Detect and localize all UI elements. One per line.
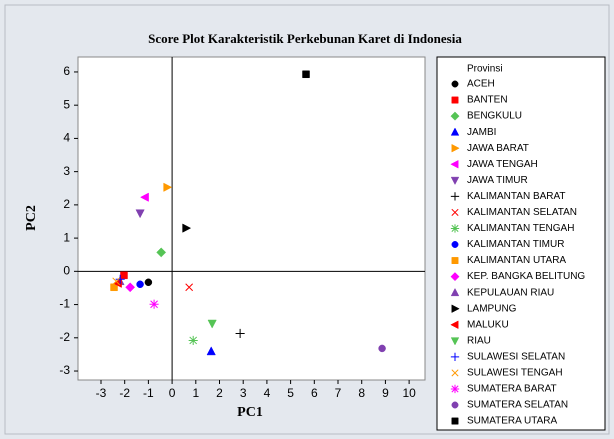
point	[139, 192, 149, 202]
x-tick-label: 7	[335, 386, 342, 400]
legend-marker	[450, 352, 460, 362]
point	[135, 209, 145, 219]
point	[156, 247, 167, 258]
legend-label: JAMBI	[467, 127, 496, 138]
x-tick-label: 10	[402, 386, 416, 400]
legend-marker	[450, 320, 459, 330]
point	[163, 182, 173, 192]
legend-marker	[451, 96, 459, 104]
x-tick-label: 5	[287, 386, 294, 400]
point	[112, 277, 121, 286]
legend-marker	[450, 111, 460, 121]
y-tick-label: 6	[63, 64, 70, 78]
legend-box	[436, 56, 606, 431]
legend-marker	[451, 401, 459, 409]
legend-marker	[450, 384, 460, 394]
y-tick-label: 3	[63, 164, 70, 178]
x-tick-label: -3	[96, 386, 107, 400]
point	[207, 319, 217, 329]
point	[235, 328, 245, 339]
legend-label: KALIMANTAN TIMUR	[467, 239, 564, 250]
legend-label: KEPULAUAN RIAU	[467, 287, 554, 298]
point	[302, 70, 310, 79]
y-tick-label: -1	[59, 297, 70, 311]
legend-marker	[451, 304, 460, 313]
legend-marker	[451, 257, 459, 264]
legend-marker	[451, 143, 460, 153]
legend-title: Provinsi	[467, 64, 503, 75]
plot-area	[77, 56, 426, 381]
legend-label: LAMPUNG	[467, 303, 517, 314]
legend-marker	[451, 369, 459, 377]
legend-marker	[450, 176, 460, 186]
y-tick-label: 0	[63, 264, 70, 278]
point	[136, 280, 144, 289]
legend-label: KALIMANTAN BARAT	[467, 191, 566, 202]
x-tick-label: -2	[119, 386, 130, 400]
x-tick-label: 6	[311, 386, 318, 400]
x-tick-label: 2	[216, 386, 223, 400]
y-axis-label: PC2	[24, 205, 39, 231]
legend-marker	[451, 80, 459, 88]
point	[182, 223, 192, 233]
legend-label: KEP. BANGKA BELITUNG	[467, 271, 585, 282]
legend-marker	[450, 337, 460, 346]
legend-label: SUMATERA SELATAN	[467, 400, 568, 411]
legend-label: SULAWESI TENGAH	[467, 368, 563, 379]
legend-marker	[451, 241, 459, 248]
legend-marker	[450, 272, 460, 282]
point	[115, 274, 125, 284]
y-tick-label: 5	[63, 97, 70, 111]
point	[120, 271, 128, 280]
legend-label: JAWA TIMUR	[467, 175, 528, 186]
x-tick-label: 3	[240, 386, 247, 400]
legend-label: BENGKULU	[467, 111, 522, 122]
legend-label: SULAWESI SELATAN	[467, 351, 565, 362]
y-tick-label: 4	[63, 131, 70, 145]
x-tick-label: 1	[192, 386, 199, 400]
legend-marker	[450, 224, 460, 233]
y-tick-label: 2	[63, 197, 70, 211]
point	[188, 335, 198, 346]
x-tick-label: 9	[382, 386, 389, 400]
point	[206, 346, 216, 356]
legend-marker	[451, 417, 459, 425]
point	[378, 344, 386, 353]
legend-label: MALUKU	[467, 319, 509, 330]
y-tick-label: -3	[59, 363, 70, 377]
legend-label: KALIMANTAN TENGAH	[467, 223, 574, 234]
x-tick-label: 0	[169, 386, 176, 400]
y-tick-label: -2	[59, 330, 70, 344]
legend-marker	[450, 159, 459, 169]
legend-marker	[450, 287, 460, 297]
legend-label: BANTEN	[467, 95, 508, 106]
legend-label: KALIMANTAN SELATAN	[467, 207, 577, 218]
legend-label: ACEH	[467, 79, 495, 90]
x-axis-label: PC1	[237, 405, 263, 420]
legend-label: KALIMANTAN UTARA	[467, 255, 566, 266]
x-tick-label: 8	[358, 386, 365, 400]
legend-marker	[450, 127, 460, 136]
y-tick-label: 1	[63, 230, 70, 244]
legend-label: RIAU	[467, 335, 491, 346]
legend-marker	[450, 192, 460, 201]
point	[144, 278, 153, 287]
point	[149, 299, 159, 309]
legend-label: JAWA TENGAH	[467, 159, 538, 170]
point	[185, 283, 194, 292]
legend-label: SUMATERA BARAT	[467, 384, 557, 395]
x-tick-label: -1	[143, 386, 154, 400]
point	[125, 282, 136, 293]
x-tick-label: 4	[264, 386, 271, 400]
legend-label: JAWA BARAT	[467, 143, 529, 154]
legend-label: SUMATERA UTARA	[467, 416, 558, 427]
legend-marker	[451, 208, 459, 216]
chart-title: Score Plot Karakteristik Perkebunan Kare…	[148, 31, 462, 46]
